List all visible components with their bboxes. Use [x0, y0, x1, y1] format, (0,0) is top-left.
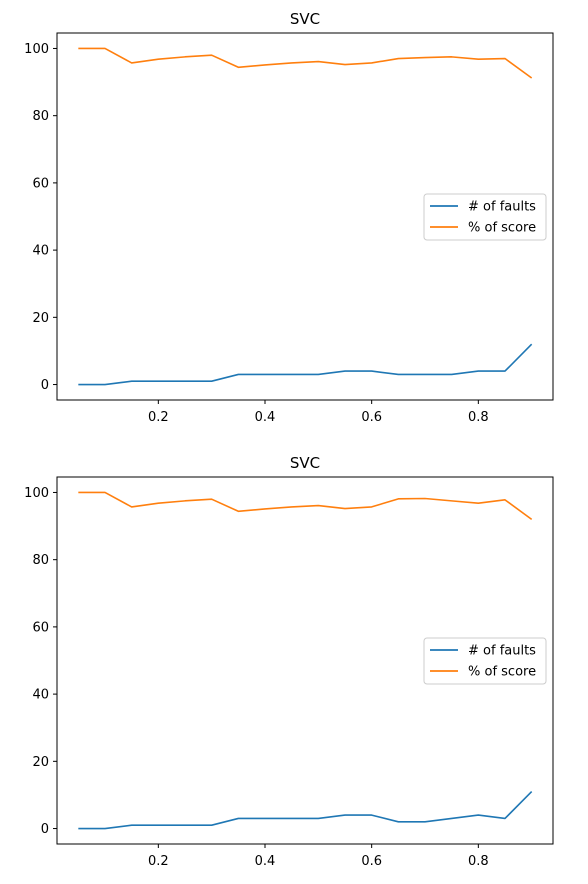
y-tick-label: 40 [32, 244, 49, 259]
y-tick: 40 [32, 688, 57, 703]
series-line-1 [78, 491, 533, 520]
x-tick-label: 0.8 [468, 410, 489, 425]
legend-label: # of faults [468, 200, 536, 215]
x-tick-label: 0.6 [361, 410, 382, 425]
series-line-0 [78, 791, 533, 830]
y-tick: 100 [24, 42, 57, 57]
x-tick: 0.2 [148, 400, 169, 425]
y-tick-label: 100 [24, 486, 49, 501]
y-tick-label: 40 [32, 688, 49, 703]
y-tick-label: 0 [41, 822, 49, 837]
x-tick: 0.6 [361, 400, 382, 425]
x-tick: 0.4 [255, 400, 276, 425]
x-tick-label: 0.8 [468, 854, 489, 869]
y-tick: 20 [32, 311, 57, 326]
legend-label: # of faults [468, 644, 536, 659]
y-tick-label: 20 [32, 755, 49, 770]
y-tick-label: 60 [32, 176, 49, 191]
chart-svg: SVC 0.2 0.4 0.6 0.8 0 20 40 60 80 100 # of faults % … [24, 454, 554, 869]
y-tick-label: 100 [24, 42, 49, 57]
axes-frame [56, 476, 554, 845]
x-tick-label: 0.2 [148, 854, 169, 869]
y-tick: 20 [32, 755, 57, 770]
y-tick: 60 [32, 620, 57, 635]
axes-frame [56, 32, 554, 401]
chart-svg: SVC 0.2 0.4 0.6 0.8 0 20 40 60 80 100 # of faults % … [24, 10, 554, 425]
legend-label: % of score [468, 221, 536, 236]
y-tick-label: 80 [32, 109, 49, 124]
series-line-0 [78, 343, 533, 386]
series-line-1 [78, 47, 533, 79]
x-tick: 0.8 [468, 400, 489, 425]
legend: # of faults % of score [423, 637, 547, 685]
chart-title: SVC [290, 454, 320, 472]
y-tick: 40 [32, 244, 57, 259]
y-tick-label: 60 [32, 620, 49, 635]
y-tick: 60 [32, 176, 57, 191]
x-tick-label: 0.4 [255, 854, 276, 869]
chart-top: SVC 0.2 0.4 0.6 0.8 0 20 40 60 80 100 # of faults % … [0, 0, 588, 440]
x-tick: 0.8 [468, 844, 489, 869]
x-tick: 0.4 [255, 844, 276, 869]
chart-title: SVC [290, 10, 320, 28]
y-tick-label: 80 [32, 553, 49, 568]
y-tick: 100 [24, 486, 57, 501]
x-tick-label: 0.2 [148, 410, 169, 425]
x-tick: 0.2 [148, 844, 169, 869]
y-tick: 80 [32, 553, 57, 568]
x-tick-label: 0.4 [255, 410, 276, 425]
x-tick: 0.6 [361, 844, 382, 869]
x-tick-label: 0.6 [361, 854, 382, 869]
y-tick: 0 [41, 378, 57, 393]
y-tick: 0 [41, 822, 57, 837]
chart-bottom: SVC 0.2 0.4 0.6 0.8 0 20 40 60 80 100 # of faults % … [0, 444, 588, 884]
y-tick-label: 0 [41, 378, 49, 393]
legend: # of faults % of score [423, 193, 547, 241]
legend-label: % of score [468, 665, 536, 680]
y-tick: 80 [32, 109, 57, 124]
y-tick-label: 20 [32, 311, 49, 326]
